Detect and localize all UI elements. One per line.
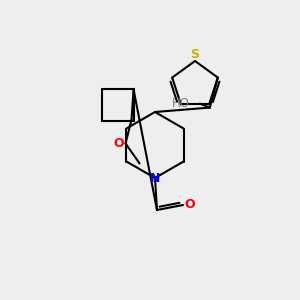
Text: O: O: [185, 199, 195, 212]
Text: S: S: [190, 49, 200, 62]
Text: N: N: [150, 172, 160, 184]
Text: O: O: [113, 137, 124, 150]
Text: HO: HO: [172, 97, 190, 110]
